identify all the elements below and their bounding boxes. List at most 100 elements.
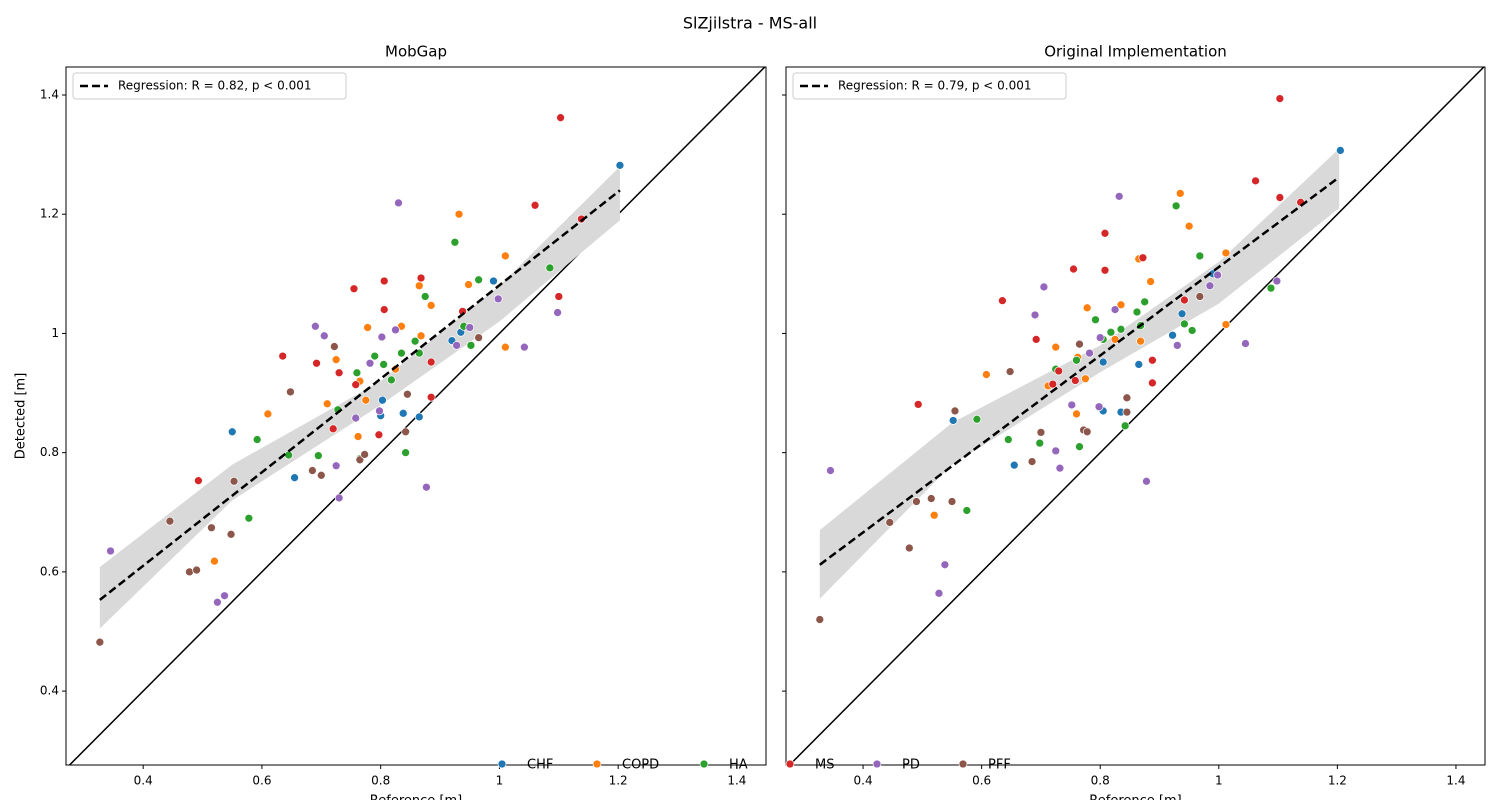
data-point — [1055, 463, 1065, 473]
figure-title: SlZjilstra - MS-all — [683, 14, 817, 33]
data-point — [501, 251, 510, 261]
x-tick-label: 1.2 — [609, 774, 628, 788]
data-point — [278, 351, 288, 361]
data-point — [556, 113, 565, 123]
legend-label: PD — [902, 758, 920, 773]
axes-frame — [785, 66, 1486, 766]
data-point — [452, 341, 462, 350]
data-point — [106, 546, 115, 556]
data-point — [1136, 336, 1145, 346]
legend-label: PFF — [988, 758, 1011, 773]
data-point — [1091, 315, 1100, 325]
legend-marker — [872, 759, 882, 769]
data-point — [1067, 400, 1077, 410]
data-point — [615, 161, 625, 170]
data-point — [387, 375, 396, 385]
data-point — [1148, 355, 1157, 365]
data-point — [553, 308, 562, 317]
data-point — [330, 342, 339, 351]
data-point — [1082, 303, 1092, 313]
data-point — [1110, 305, 1120, 314]
x-tick-label: 0.6 — [252, 774, 271, 788]
data-point — [210, 556, 219, 566]
data-point — [286, 387, 295, 397]
legend-marker — [958, 759, 968, 769]
data-point — [379, 360, 388, 369]
data-point — [934, 588, 944, 598]
data-point — [410, 336, 420, 346]
data-point — [1116, 324, 1126, 334]
data-point — [401, 427, 410, 437]
data-point — [450, 237, 460, 247]
data-point — [912, 497, 921, 506]
data-point — [1114, 191, 1124, 201]
data-point — [207, 523, 216, 533]
data-point — [1051, 446, 1061, 456]
data-point — [1195, 292, 1205, 301]
data-point — [331, 355, 341, 365]
data-point — [1251, 176, 1260, 186]
x-axis-label: Reference [m] — [370, 794, 462, 800]
data-point — [1205, 281, 1215, 291]
data-point — [1009, 460, 1019, 470]
data-point — [1051, 342, 1061, 352]
legend-marker — [497, 759, 507, 769]
data-point — [1003, 435, 1013, 444]
data-point — [331, 461, 341, 471]
data-point — [1030, 310, 1040, 320]
data-point — [1005, 367, 1015, 376]
data-point — [351, 413, 361, 423]
data-point — [426, 357, 436, 367]
data-point — [1100, 228, 1110, 238]
x-tick-label: 1.4 — [1446, 774, 1465, 788]
data-point — [1070, 376, 1080, 385]
y-tick-label: 0.6 — [40, 564, 59, 578]
legend-label: Regression: R = 0.82, p < 0.001 — [118, 79, 312, 93]
data-point — [465, 323, 475, 332]
data-point — [213, 597, 222, 607]
data-point — [1122, 407, 1132, 417]
data-point — [349, 284, 359, 294]
x-tick-label: 0.4 — [134, 774, 153, 788]
data-point — [1148, 378, 1157, 388]
plot-area — [68, 67, 766, 765]
data-point — [530, 200, 540, 210]
data-point — [1027, 457, 1037, 466]
data-point — [1048, 379, 1058, 389]
data-point — [1095, 333, 1105, 342]
x-tick-label: 0.8 — [371, 774, 390, 788]
data-point — [466, 341, 476, 350]
x-tick-label: 1.4 — [727, 774, 746, 788]
data-point — [501, 342, 510, 352]
data-point — [962, 506, 972, 515]
data-point — [420, 292, 430, 301]
data-point — [454, 209, 464, 219]
data-point — [398, 408, 408, 418]
data-point — [554, 292, 564, 301]
data-point — [1085, 348, 1094, 358]
data-point — [1213, 270, 1222, 280]
data-point — [1175, 189, 1185, 198]
data-point — [1072, 409, 1081, 419]
data-point — [1275, 193, 1285, 202]
data-point — [885, 518, 895, 527]
data-point — [1098, 357, 1108, 367]
data-point — [414, 412, 424, 422]
data-point — [165, 516, 175, 526]
data-point — [365, 358, 375, 368]
data-point — [319, 331, 329, 341]
data-point — [328, 424, 338, 434]
data-point — [313, 451, 323, 460]
data-point — [229, 476, 239, 486]
data-point — [1172, 341, 1182, 350]
data-point — [1140, 297, 1150, 307]
data-point — [378, 395, 387, 405]
data-point — [1168, 330, 1177, 340]
data-point — [322, 399, 332, 409]
data-point — [947, 497, 957, 506]
data-point — [1069, 264, 1078, 274]
data-point — [95, 637, 105, 647]
data-point — [185, 567, 194, 577]
data-point — [1075, 339, 1084, 349]
